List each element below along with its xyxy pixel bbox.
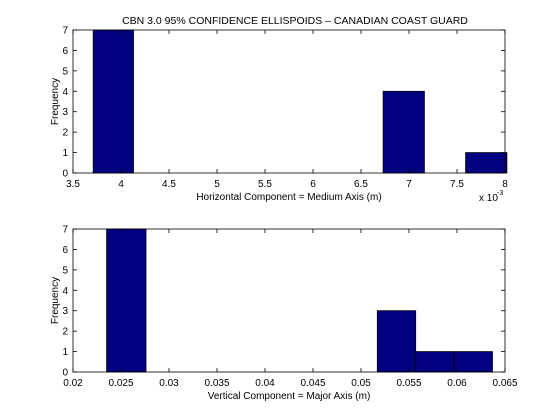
histogram-2: 0.02 0.025 0.03 0.035 0.04 0.045 0.05 0.055 0.06… <box>50 225 518 403</box>
axes-box <box>73 30 505 173</box>
histogram-bar <box>466 153 507 173</box>
x-tick-label: 0.03 <box>159 378 179 389</box>
y-axis-label: Frequency <box>50 78 61 125</box>
y-tick-label: 6 <box>62 46 68 57</box>
y-tick-label: 3 <box>62 107 68 118</box>
x-tick-label: 0.02 <box>63 378 83 389</box>
x-tick-label: 0.055 <box>396 378 421 389</box>
x-tick-label: 0.045 <box>300 378 325 389</box>
x-tick-label: 7.5 <box>450 179 464 190</box>
x-axis-label: Vertical Component = Major Axis (m) <box>208 391 371 402</box>
x-tick-label: 3.5 <box>66 179 80 190</box>
x-scale-factor: x 10 <box>479 193 498 204</box>
y-tick-label: 1 <box>62 347 68 358</box>
x-tick-label: 0.04 <box>255 378 275 389</box>
x-tick-label: 6 <box>310 179 316 190</box>
y-axis-label: Frequency <box>50 277 61 324</box>
y-tick-label: 1 <box>62 148 68 159</box>
x-tick-label: 6.5 <box>354 179 368 190</box>
histogram-bar <box>383 91 424 173</box>
histogram-bar <box>377 311 415 372</box>
y-tick-label: 3 <box>62 306 68 317</box>
y-tick-label: 7 <box>62 225 68 236</box>
x-tick-label: 0.06 <box>447 378 467 389</box>
x-tick-label: 0.025 <box>108 378 133 389</box>
x-scale-exponent: -3 <box>497 190 503 197</box>
y-tick-label: 2 <box>62 128 68 139</box>
histogram-bar <box>107 229 146 372</box>
y-tick-label: 4 <box>62 87 68 98</box>
x-tick-label: 8 <box>502 179 508 190</box>
y-tick-label: 0 <box>62 169 68 180</box>
x-axis-label: Horizontal Component = Medium Axis (m) <box>196 192 381 203</box>
histogram-1: 3.5 4 4.5 5 5.5 6 6.5 7 7.5 8 0 1 2 3 4 5 6 7 Horizontal C… <box>50 26 508 205</box>
y-tick-label: 7 <box>62 26 68 37</box>
y-tick-label: 0 <box>62 368 68 379</box>
x-tick-label: 0.065 <box>492 378 517 389</box>
y-tick-label: 6 <box>62 245 68 256</box>
y-tick-label: 5 <box>62 66 68 77</box>
y-tick-label: 2 <box>62 327 68 338</box>
histogram-bar <box>416 352 454 372</box>
y-tick-label: 5 <box>62 265 68 276</box>
x-tick-label: 4.5 <box>162 179 176 190</box>
chart-title: CBN 3.0 95% CONFIDENCE ELLISPOIDS – CANA… <box>122 15 468 27</box>
x-tick-label: 0.05 <box>351 378 371 389</box>
histogram-bar <box>454 352 492 372</box>
x-tick-label: 4 <box>118 179 124 190</box>
x-tick-label: 0.035 <box>204 378 229 389</box>
x-tick-label: 7 <box>406 179 412 190</box>
x-tick-label: 5 <box>214 179 220 190</box>
histogram-bar <box>93 30 133 173</box>
y-tick-label: 4 <box>62 286 68 297</box>
x-tick-label: 5.5 <box>258 179 272 190</box>
